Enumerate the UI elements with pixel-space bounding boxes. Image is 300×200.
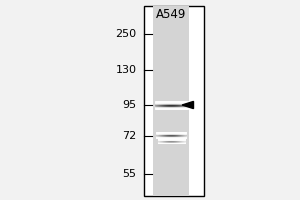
Text: 72: 72 [122,131,136,141]
Text: 130: 130 [116,65,136,75]
Bar [144,6,204,196]
Text: 95: 95 [122,100,136,110]
Text: A549: A549 [156,8,186,21]
Text: 55: 55 [122,169,136,179]
Text: 250: 250 [116,29,136,39]
Bar [153,6,189,196]
Polygon shape [182,101,194,109]
